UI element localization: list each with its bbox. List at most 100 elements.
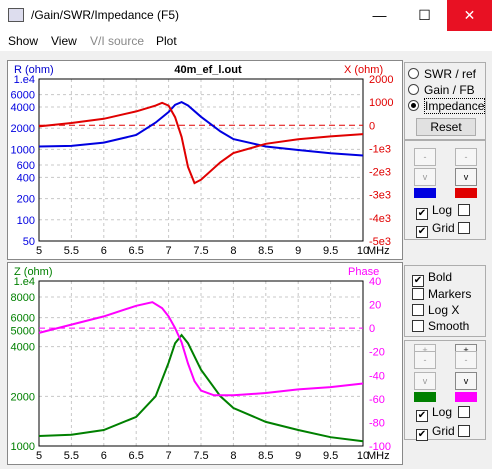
- x-tick-label: 6.5: [129, 245, 144, 257]
- x-tick-label: 8: [230, 450, 236, 462]
- left-tick-label: 1000: [11, 144, 35, 156]
- right-tick-label: 20: [369, 300, 381, 312]
- top-chart-svg: 40m_ef_l.out R (ohm) X (ohm) 5 5.5 6 6.5 7 7.…: [11, 64, 394, 257]
- left-tick-label: 50: [23, 236, 35, 248]
- radio-dot-selected: [408, 100, 419, 111]
- r-color-swatch[interactable]: [414, 188, 436, 198]
- x-tick-label: 5.5: [64, 245, 79, 257]
- z-minus-button[interactable]: -: [414, 351, 436, 369]
- right-tick-label: -2e3: [369, 167, 391, 179]
- bottom-grid2-checkbox[interactable]: [458, 424, 474, 438]
- close-button[interactable]: ✕: [447, 0, 492, 31]
- series-line-left: [38, 333, 364, 443]
- left-tick-label: 400: [17, 172, 35, 184]
- reset-button[interactable]: Reset: [416, 118, 476, 136]
- right-tick-label: 40: [369, 276, 381, 288]
- left-tick-label: 8000: [11, 292, 35, 304]
- checkbox-box: ✔: [416, 429, 428, 441]
- x-tick-label: 8.5: [258, 450, 273, 462]
- right-tick-label: -60: [369, 394, 385, 406]
- top-series-group: [404, 140, 486, 240]
- x-tick-label: 8: [230, 245, 236, 257]
- logx-label: Log X: [428, 303, 460, 317]
- phase-down-button[interactable]: v: [455, 372, 477, 390]
- top-grid2-checkbox[interactable]: [458, 221, 474, 235]
- r-up-button[interactable]: -: [414, 148, 436, 166]
- left-tick-label: 6000: [11, 313, 35, 325]
- radio-swr-ref[interactable]: SWR / ref: [408, 67, 476, 83]
- x-tick-label: 6: [101, 245, 107, 257]
- menu-bar: Show View V/I source Plot: [0, 31, 492, 51]
- r-down-button[interactable]: v: [414, 168, 436, 186]
- x-axis-label: X (ohm): [344, 64, 383, 76]
- plot-frame: [38, 280, 364, 447]
- x-tick-label: 10: [357, 245, 369, 257]
- z-color-swatch[interactable]: [414, 392, 436, 402]
- z-down-button[interactable]: v: [414, 372, 436, 390]
- phase-color-swatch[interactable]: [455, 392, 477, 402]
- log-label: Log: [432, 203, 453, 217]
- checkbox-box: ✔: [416, 226, 428, 238]
- left-tick-label: 200: [17, 194, 35, 206]
- right-tick-label: -80: [369, 417, 385, 429]
- options-group: [404, 265, 486, 337]
- smooth-checkbox[interactable]: Smooth: [412, 319, 469, 333]
- top-grid-checkbox[interactable]: ✔ Grid: [416, 221, 455, 238]
- series-line-right: [38, 101, 364, 185]
- checkbox-box: [458, 425, 470, 437]
- x-color-swatch[interactable]: [455, 188, 477, 198]
- grid-label: Grid: [432, 424, 455, 438]
- minimize-button[interactable]: —: [372, 7, 387, 23]
- radio-gain-fb[interactable]: Gain / FB: [408, 83, 475, 99]
- left-tick-label: 5000: [11, 326, 35, 338]
- checkbox-box: [412, 320, 424, 332]
- x-tick-label: 9.5: [323, 245, 338, 257]
- title-bar: /Gain/SWR/Impedance (F5) — ☐ ✕: [0, 0, 492, 31]
- series-line-left: [38, 100, 364, 157]
- x-tick-label: 7.5: [193, 450, 208, 462]
- top-log-checkbox[interactable]: ✔ Log: [416, 203, 452, 220]
- x-tick-label: 6: [101, 450, 107, 462]
- maximize-button[interactable]: ☐: [418, 7, 431, 23]
- radio-gain-label: Gain / FB: [424, 83, 475, 97]
- x-down-button[interactable]: v: [455, 168, 477, 186]
- x-unit-label: MHz: [367, 450, 390, 462]
- x-tick-label: 8.5: [258, 245, 273, 257]
- r-axis-label: R (ohm): [14, 64, 54, 76]
- radio-impedance[interactable]: Impedance: [408, 98, 486, 115]
- x-tick-label: 9.5: [323, 450, 338, 462]
- checkbox-box: [458, 204, 470, 216]
- top-log2-checkbox[interactable]: [458, 203, 474, 217]
- right-tick-label: -1e3: [369, 143, 391, 155]
- x-tick-label: 7: [166, 450, 172, 462]
- x-tick-label: 10: [357, 450, 369, 462]
- radio-dot: [408, 68, 419, 79]
- phase-axis-label: Phase: [348, 266, 379, 278]
- bottom-log2-checkbox[interactable]: [458, 405, 474, 419]
- right-tick-label: -20: [369, 347, 385, 359]
- bottom-grid-checkbox[interactable]: ✔ Grid: [416, 424, 455, 441]
- x-up-button[interactable]: -: [455, 148, 477, 166]
- left-tick-label: 4000: [11, 342, 35, 354]
- bold-checkbox[interactable]: ✔ Bold: [412, 270, 452, 287]
- phase-minus-button[interactable]: -: [455, 351, 477, 369]
- menu-view[interactable]: View: [51, 34, 77, 48]
- bottom-log-checkbox[interactable]: ✔ Log: [416, 405, 452, 422]
- left-tick-label: 2000: [11, 123, 35, 135]
- checkbox-box: [458, 406, 470, 418]
- mode-group: [404, 62, 486, 140]
- right-tick-label: -3e3: [369, 190, 391, 202]
- menu-show[interactable]: Show: [8, 34, 39, 48]
- left-tick-label: 600: [17, 160, 35, 172]
- checkbox-box: [412, 288, 424, 300]
- log-label: Log: [432, 405, 453, 419]
- app-icon: [8, 8, 24, 22]
- left-tick-label: 2000: [11, 391, 35, 403]
- right-tick-label: 2000: [369, 74, 393, 86]
- menu-plot[interactable]: Plot: [156, 34, 177, 48]
- grid-label: Grid: [432, 221, 455, 235]
- logx-checkbox[interactable]: Log X: [412, 303, 459, 317]
- menu-vi-source[interactable]: V/I source: [90, 34, 145, 48]
- right-tick-label: 1000: [369, 97, 393, 109]
- markers-checkbox[interactable]: Markers: [412, 287, 471, 301]
